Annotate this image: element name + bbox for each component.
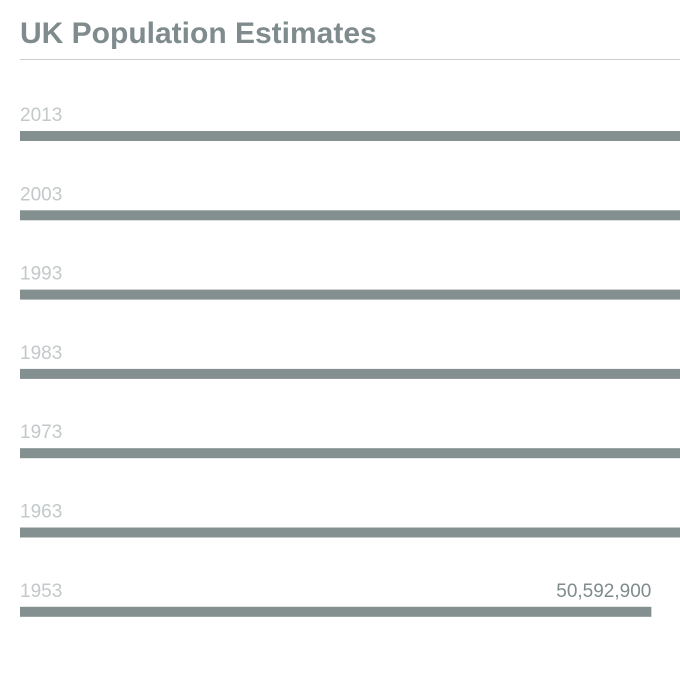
category-label: 1973: [20, 422, 62, 443]
category-label: 2013: [20, 105, 62, 126]
bar: [20, 210, 680, 221]
bar: [20, 131, 680, 141]
bar: [20, 448, 680, 459]
bar: [20, 289, 680, 300]
category-label: 1953: [20, 581, 62, 602]
chart-title: UK Population Estimates: [20, 17, 377, 50]
category-label: 1963: [20, 502, 62, 523]
bar: [20, 368, 680, 379]
bar: [20, 606, 652, 617]
category-label: 1993: [20, 264, 62, 285]
category-label: 1983: [20, 343, 62, 364]
value-label: 50,592,900: [556, 581, 651, 602]
bar: [20, 527, 680, 538]
category-label: 2003: [20, 184, 62, 205]
